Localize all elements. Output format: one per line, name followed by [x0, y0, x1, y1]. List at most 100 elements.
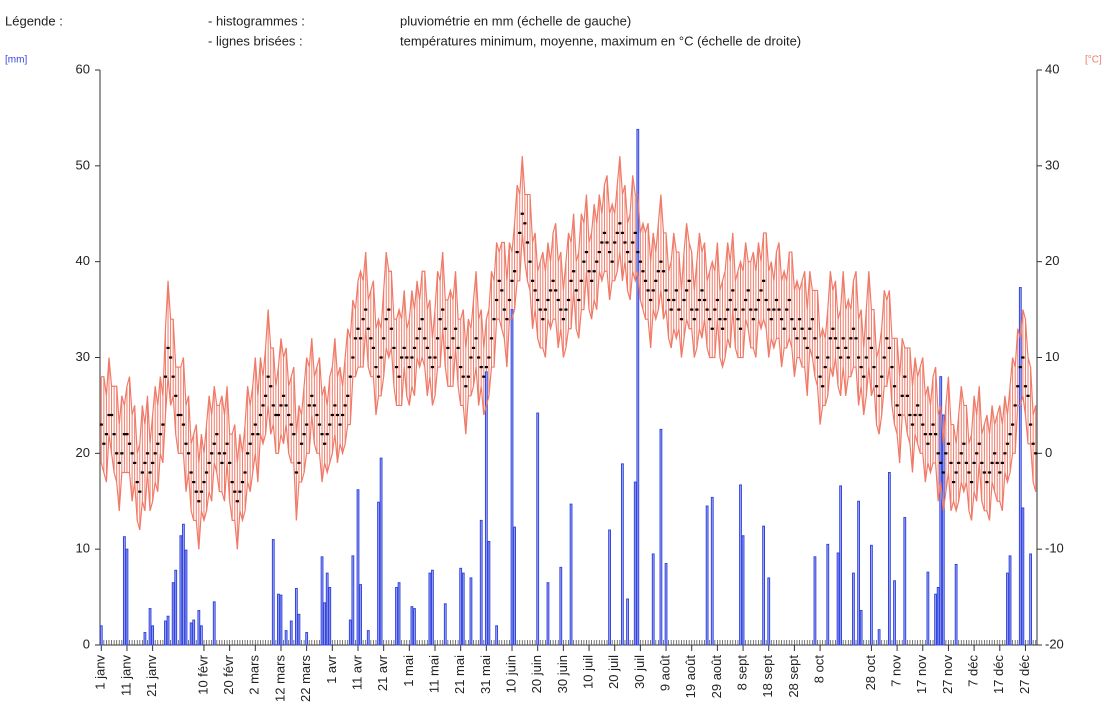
- precipitation-bar: [536, 412, 540, 646]
- plot-area: 0 10 20 30 40 50 60 -20 -10 0 10 20 30 40 1 janv 11 jan…: [76, 61, 1064, 702]
- x-tick-label: 31 mai: [478, 655, 493, 694]
- precipitation-bar: [359, 584, 362, 646]
- y-tick-label: 40: [76, 253, 90, 268]
- x-tick-label: 18 sept: [760, 655, 775, 698]
- precipitation-bar: [348, 619, 352, 646]
- x-tick-label: 17 déc: [991, 655, 1006, 695]
- precipitation-bar: [870, 544, 873, 646]
- precipitation-bar: [151, 625, 155, 646]
- precipitation-bar: [431, 569, 434, 646]
- precipitation-bar: [469, 577, 473, 646]
- precipitation-bar: [143, 632, 147, 646]
- precipitation-bar: [379, 457, 383, 646]
- precipitation-bar: [443, 603, 447, 646]
- precipitation-bar: [164, 620, 167, 646]
- precipitation-bar: [546, 582, 550, 646]
- precipitation-bar: [651, 553, 655, 646]
- precipitation-bar: [184, 549, 188, 646]
- x-tick-label: 20 juin: [529, 655, 544, 693]
- x-tick-label: 12 mars: [272, 655, 287, 702]
- precipitation-bar: [325, 572, 329, 646]
- precipitation-bar: [297, 613, 301, 646]
- x-tick-label: 30 juil: [632, 655, 647, 689]
- precipitation-bar: [212, 601, 216, 646]
- y-axis-unit: [mm]: [5, 55, 27, 66]
- precipitation-bar: [192, 619, 196, 646]
- precipitation-bar: [664, 563, 668, 646]
- precipitation-bar: [926, 571, 930, 646]
- precipitation-bar: [893, 580, 896, 646]
- precipitation-bar: [484, 371, 488, 646]
- y2-tick-label: -10: [1045, 541, 1064, 556]
- precipitation-bar: [934, 593, 937, 646]
- precipitation-bar: [289, 620, 293, 646]
- x-tick-label: 8 sept: [735, 655, 750, 691]
- x-tick-label: 28 oct: [863, 655, 878, 691]
- y-tick-label: 20: [76, 445, 90, 460]
- x-tick-label: 20 févr: [221, 654, 236, 694]
- precipitation-bar: [395, 587, 398, 646]
- precipitation-bar: [826, 543, 830, 646]
- temperature-line: [101, 156, 1037, 463]
- precipitation-bar: [859, 610, 863, 646]
- precipitation-bar: [99, 625, 103, 646]
- x-tick-label: 27 déc: [1017, 655, 1032, 695]
- y2-tick-label: 40: [1045, 61, 1059, 76]
- precipitation-bar: [1018, 287, 1022, 646]
- precipitation-bar: [189, 622, 193, 646]
- precipitation-bar: [197, 610, 201, 646]
- x-tick-label: 17 nov: [914, 655, 929, 695]
- precipitation-bar: [356, 489, 360, 646]
- y-tick-label: 60: [76, 61, 90, 76]
- y2-tick-label: 20: [1045, 253, 1059, 268]
- precipitation-bar: [174, 569, 178, 646]
- y-tick-label: 0: [83, 636, 90, 651]
- precipitation-bar: [305, 632, 309, 646]
- x-tick-label: 30 juin: [555, 655, 570, 693]
- x-tick-label: 29 août: [709, 655, 724, 699]
- x-tick-label: 10 févr: [195, 654, 210, 694]
- precipitation-bar: [887, 472, 891, 646]
- x-tick-label: 28 sept: [786, 655, 801, 698]
- precipitation-bar: [125, 548, 129, 646]
- x-tick-label: 1 janv: [93, 655, 108, 690]
- precipitation-bar: [510, 309, 514, 646]
- precipitation-bar: [366, 630, 370, 646]
- precipitation-bar: [495, 625, 499, 646]
- precipitation-bar: [148, 608, 152, 646]
- precipitation-bar: [277, 593, 280, 646]
- precipitation-bar: [323, 602, 327, 646]
- x-tick-label: 11 mai: [426, 655, 441, 693]
- precipitation-bar: [166, 615, 170, 646]
- x-tick-label: 1 mai: [401, 655, 416, 687]
- precipitation-bar: [741, 535, 745, 646]
- x-tick-label: 21 mai: [452, 655, 467, 694]
- y2-tick-label: -20: [1045, 636, 1064, 651]
- precipitation-bar: [320, 556, 324, 646]
- precipitation-bar: [936, 587, 940, 646]
- precipitation-bar: [903, 517, 907, 646]
- precipitation-bar: [559, 566, 563, 646]
- precipitation-bar: [487, 541, 491, 646]
- precipitation-bar: [877, 629, 881, 646]
- x-tick-label: 21 avr: [375, 654, 390, 691]
- precipitation-bar: [1008, 555, 1012, 646]
- precipitation-bar: [857, 500, 860, 646]
- precipitation-bar: [659, 428, 663, 646]
- precipitation-bar: [839, 485, 843, 646]
- precipitation-bar: [621, 463, 624, 646]
- precipitation-bar: [459, 567, 463, 646]
- y2-tick-label: 30: [1045, 157, 1059, 172]
- x-tick-label: 11 janv: [118, 655, 133, 696]
- x-tick-label: 1 avr: [324, 654, 339, 684]
- precipitation-bar: [1021, 507, 1025, 646]
- precipitation-bar: [739, 484, 742, 646]
- x-tick-label: 21 janv: [144, 655, 159, 697]
- y-tick-label: 30: [76, 349, 90, 364]
- precipitation-bar: [351, 555, 355, 646]
- legend-text: températures minimum, moyenne, maximum e…: [400, 33, 801, 48]
- precipitation-bar: [200, 625, 203, 646]
- x-tick-label: 20 juil: [606, 655, 621, 689]
